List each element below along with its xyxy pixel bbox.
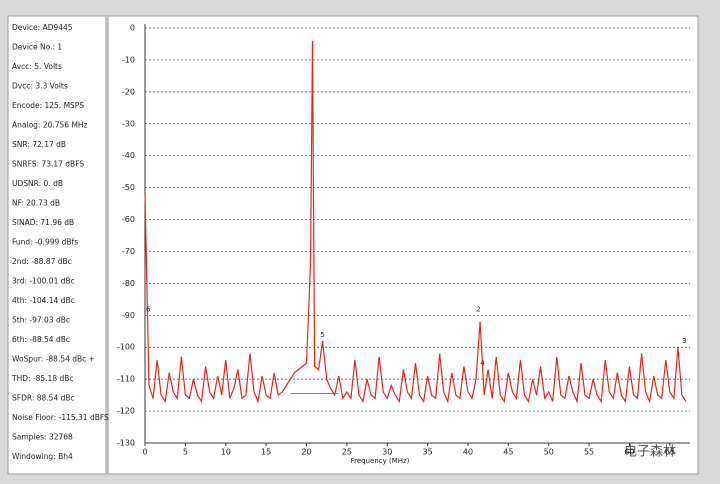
x-tick-label: 5: [183, 448, 188, 457]
info-item: Dvcc: 3.3 Volts: [12, 82, 68, 91]
info-item: Samples: 32768: [12, 433, 73, 442]
info-item: 4th: -104.14 dBc: [12, 296, 75, 305]
info-item: 3rd: -100.01 dBc: [12, 277, 75, 286]
x-tick-label: 30: [382, 448, 392, 457]
info-item: Encode: 125. MSPS: [12, 101, 84, 110]
info-item: NF: 20.73 dB: [12, 199, 60, 208]
y-tick-label: -100: [117, 343, 135, 352]
info-item: SNRFS: 73.17 dBFS: [12, 160, 84, 169]
y-tick-label: -20: [122, 87, 135, 96]
info-item: WoSpur: -88.54 dBc +: [12, 355, 95, 364]
info-item: Device: AD9445: [12, 23, 73, 32]
info-item: 5th: -97.03 dBc: [12, 316, 70, 325]
x-tick-label: 20: [301, 448, 311, 457]
info-item: Device No.: 1: [12, 43, 62, 52]
x-tick-label: 55: [584, 448, 594, 457]
info-item: Analog: 20.756 MHz: [12, 121, 88, 130]
y-tick-label: -110: [117, 375, 135, 384]
annotation: 5: [320, 331, 324, 339]
y-tick-label: -50: [122, 183, 135, 192]
x-tick-label: 15: [261, 448, 271, 457]
annotation: 4: [480, 360, 485, 368]
info-item: UDSNR: 0. dB: [12, 179, 63, 188]
y-tick-label: -10: [122, 55, 135, 64]
y-tick-label: 0: [130, 24, 135, 33]
x-tick-label: 35: [422, 448, 432, 457]
x-tick-label: 10: [221, 448, 231, 457]
x-tick-label: 0: [142, 448, 147, 457]
info-item: Fund: -0.999 dBfs: [12, 238, 78, 247]
annotation: 2: [476, 305, 480, 313]
info-item: 6th: -88.54 dBc: [12, 335, 70, 344]
info-item: THD: -85.18 dBc: [11, 374, 74, 383]
info-item: 2nd: -88.87 dBc: [12, 257, 72, 266]
info-item: Noise Floor: -115.31 dBFS: [12, 413, 109, 422]
x-tick-label: 40: [463, 448, 473, 457]
info-panel: [7, 15, 107, 475]
y-tick-label: -120: [117, 407, 135, 416]
y-tick-label: -60: [122, 215, 135, 224]
annotation: 6: [146, 305, 151, 313]
info-item: SNR: 72.17 dB: [12, 140, 66, 149]
x-tick-label: 45: [503, 448, 513, 457]
x-tick-label: 50: [544, 448, 554, 457]
x-tick-label: 65: [665, 448, 675, 457]
info-item: Windowing: Bh4: [12, 452, 73, 461]
y-tick-label: -90: [122, 311, 135, 320]
spectrum-line: [144, 40, 687, 404]
y-tick-label: -70: [122, 247, 135, 256]
y-tick-label: -40: [122, 151, 135, 160]
x-tick-label: 60: [624, 448, 634, 457]
annotation: 3: [682, 337, 686, 345]
y-tick-label: -30: [122, 119, 135, 128]
info-item: Avcc: 5. Volts: [12, 62, 62, 71]
info-item: SFDR: 88.54 dBc: [12, 394, 75, 403]
info-item: SINAD: 71.96 dB: [12, 218, 74, 227]
y-tick-label: -130: [117, 439, 135, 448]
x-tick-label: 25: [342, 448, 352, 457]
watermark: 电子森林: [624, 445, 676, 460]
y-tick-label: -80: [122, 279, 135, 288]
x-axis-title: Frequency (MHz): [351, 457, 410, 465]
chart-frame: [107, 15, 699, 475]
